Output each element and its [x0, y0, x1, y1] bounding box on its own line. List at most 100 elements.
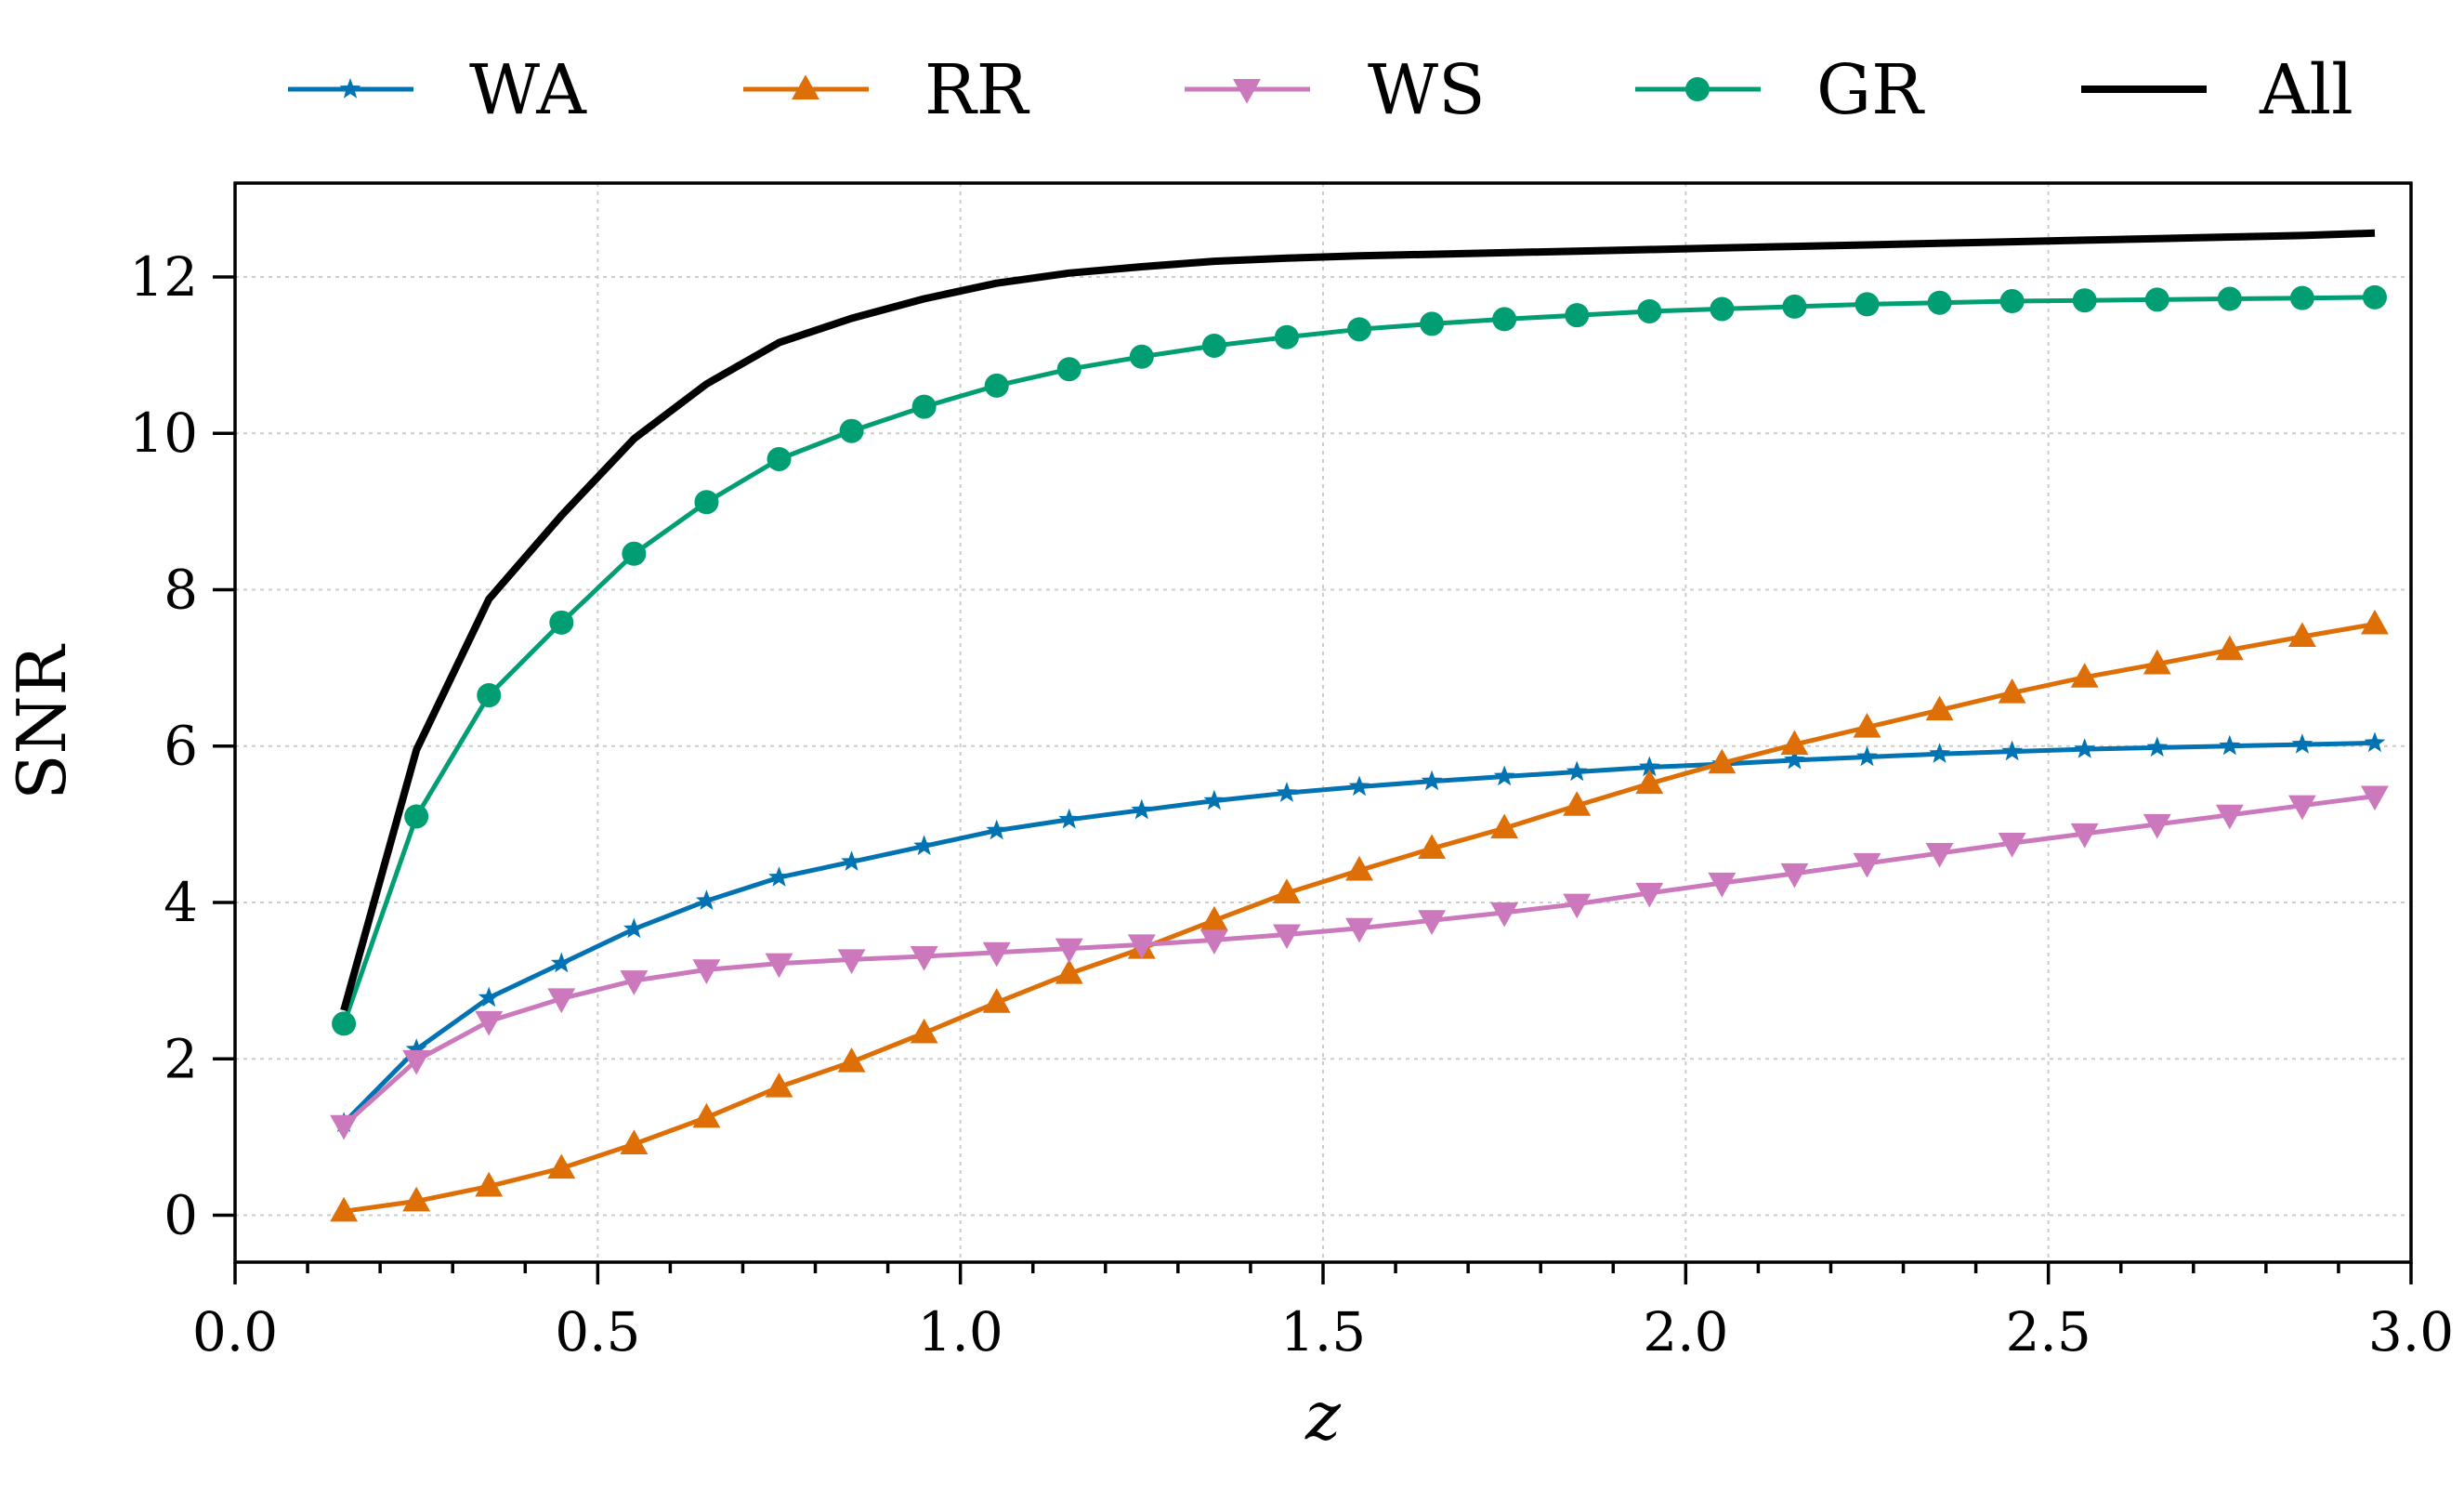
y-tick-label: 6 [164, 715, 198, 778]
series-wa-point [478, 986, 500, 1007]
series-wa-point [1493, 765, 1515, 786]
series-ws-point [1635, 882, 1664, 908]
legend-label-gr: GR [1816, 50, 1925, 130]
series-wa-point [913, 835, 935, 856]
series-rr-point [1055, 958, 1083, 984]
series-gr-point [767, 446, 792, 471]
series-ws-point [765, 953, 793, 979]
legend-entry-rr: RR [743, 50, 1030, 130]
series-gr-point [1492, 307, 1517, 332]
legend-entry-gr: GR [1635, 50, 1925, 130]
series-ws-point [2287, 795, 2316, 821]
legend-label-wa: WA [469, 50, 587, 130]
series-wa-point [841, 850, 862, 871]
series-gr-point [984, 373, 1009, 398]
series-all [340, 229, 2376, 1012]
y-axis-label: SNR [3, 643, 81, 799]
series-rr-point [620, 1129, 649, 1155]
series-ws-point [1563, 893, 1592, 919]
series-rr-point [1780, 730, 1809, 756]
series-wa-point [1131, 798, 1153, 820]
series-rr [330, 609, 2389, 1222]
legend-label-all: All [2259, 50, 2353, 130]
series-rr-point [1490, 813, 1519, 839]
y-tick-label: 10 [129, 402, 198, 465]
series-wa-point [1203, 789, 1225, 810]
legend-marker-rr [792, 74, 819, 100]
series-gr-point [1056, 357, 1081, 382]
series-gr-point [404, 804, 429, 829]
series-gr-point [1637, 298, 1662, 323]
series-rr-point [1199, 905, 1228, 931]
series-wa-point [1638, 756, 1660, 777]
series-gr-point [1274, 324, 1299, 349]
series-gr-point [694, 490, 719, 515]
y-tick-label: 4 [164, 871, 198, 934]
series-rr-point [1273, 878, 1301, 903]
series-gr-point [1999, 289, 2025, 314]
series-wa-point [696, 889, 717, 910]
series-ws-point [1708, 872, 1737, 898]
series-wa-point [2001, 740, 2023, 761]
legend: WA RR WS GR All [288, 50, 2353, 130]
series-wa-point [2074, 738, 2096, 758]
series-rr-point [910, 1018, 938, 1044]
series-wa-point [405, 1038, 427, 1059]
series-layer [330, 229, 2389, 1222]
series-gr-point [622, 541, 647, 566]
series-ws [330, 785, 2389, 1140]
x-tick-label: 1.5 [1280, 1300, 1366, 1363]
series-rr-point [1418, 834, 1447, 859]
series-gr-point [911, 394, 937, 419]
series-rr-point [982, 988, 1011, 1013]
series-wa-point [2291, 733, 2313, 754]
series-rr-point [1853, 712, 1881, 738]
series-wa-point [768, 866, 790, 887]
series-wa-point [1421, 770, 1443, 791]
series-ws-point [1055, 938, 1083, 964]
x-tick-label: 1.0 [918, 1300, 1003, 1363]
legend-entry-ws: WS [1185, 50, 1486, 130]
series-wa-point [1784, 748, 1805, 770]
series-gr-point [477, 683, 502, 708]
series-wa-point [1929, 743, 1950, 763]
series-gr [332, 284, 2387, 1036]
series-wa-point [1348, 775, 1370, 797]
series-gr-point [2217, 286, 2242, 311]
series-rr-point [402, 1186, 431, 1212]
series-gr-point [1927, 290, 1952, 315]
series-ws-point [2070, 823, 2099, 849]
y-tick-label: 0 [164, 1184, 198, 1247]
series-wa-point [623, 917, 645, 939]
series-ws-point [475, 1010, 504, 1036]
y-tick-label: 12 [129, 245, 198, 309]
series-wa-point [1856, 745, 1878, 767]
series-rr-point [330, 1196, 359, 1222]
series-gr-point [2362, 284, 2387, 309]
series-gr-point [1565, 303, 1590, 328]
series-gr-point [1201, 333, 1226, 358]
series-rr-point [837, 1047, 866, 1073]
series-ws-point [1273, 924, 1301, 950]
series-ws-point [1490, 902, 1519, 928]
series-wa-point [2219, 734, 2241, 756]
series-wa [333, 731, 2386, 1132]
series-gr-line [341, 295, 2376, 1025]
series-rr-point [1708, 748, 1737, 774]
grid-lines [234, 183, 2412, 1262]
series-gr-point [1782, 294, 1807, 319]
legend-label-rr: RR [924, 50, 1030, 130]
series-ws-point [1780, 863, 1809, 889]
series-rr-point [1998, 678, 2026, 704]
legend-label-ws: WS [1368, 50, 1486, 130]
series-rr-point [1345, 855, 1373, 881]
series-ws-line [342, 794, 2376, 1127]
series-rr-point [547, 1153, 576, 1179]
series-gr-point [1129, 344, 1154, 369]
series-rr-point [475, 1171, 504, 1197]
x-tick-label: 3.0 [2368, 1300, 2454, 1363]
series-gr-point [2144, 287, 2169, 312]
series-ws-point [982, 942, 1011, 968]
y-tick-label: 2 [164, 1027, 198, 1090]
legend-marker-wa [339, 78, 361, 99]
